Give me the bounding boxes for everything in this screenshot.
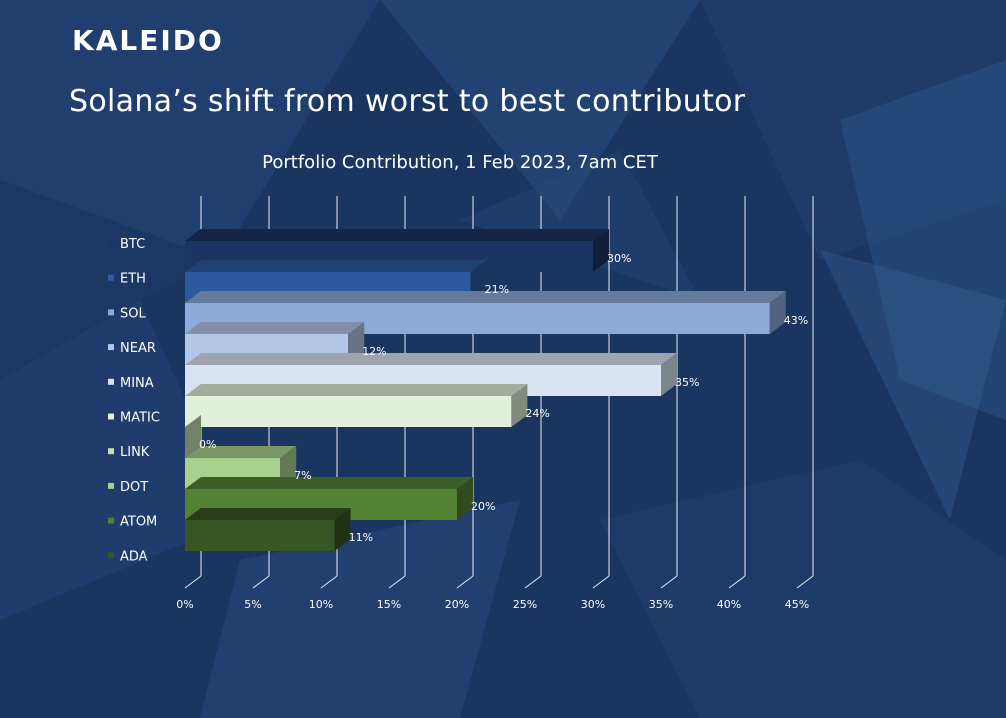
legend-label: ADA [120,549,148,564]
bar-top-face [185,477,473,489]
bar-top-face [185,291,786,303]
legend-swatch [108,274,114,281]
bar-side-face [661,353,677,396]
gridline-foot [660,575,678,589]
gridline-foot [796,575,814,589]
gridline-foot [184,575,202,589]
gridline-foot [320,575,338,589]
legend-swatch [108,517,114,524]
bar-top-face [185,229,609,241]
bar-side-face [769,291,786,334]
legend-label: DOT [120,480,148,495]
data-label: 35% [675,376,699,389]
x-tick-label: 30% [581,598,605,611]
bar-side-face [511,384,528,427]
bar-top-face [185,384,528,396]
bar-side-face [185,415,201,458]
gridline-foot [252,575,270,589]
gridline-foot [456,575,474,589]
chart-title: Portfolio Contribution, 1 Feb 2023, 7am … [262,152,658,173]
legend-label: BTC [120,237,145,252]
legend-swatch [108,448,114,455]
legend-label: MINA [120,376,154,391]
legend-swatch [108,552,114,559]
data-label: 30% [607,252,631,265]
legend-label: ETH [120,272,146,287]
legend-swatch [108,413,114,420]
gridline-foot [592,575,610,589]
x-tick-label: 20% [445,598,469,611]
legend-label: ATOM [120,515,157,530]
legend: BTC ETH SOL NEAR MINA MATIC LINK DOT ATOM ADA [108,237,160,564]
bar [185,396,512,427]
legend-label: SOL [120,306,146,321]
data-label: 0% [199,438,216,451]
legend-swatch [108,240,114,246]
bar-top-face [185,260,487,272]
bar-top-face [185,322,365,334]
x-tick-label: 5% [244,598,261,611]
data-label: 21% [485,283,509,296]
x-tick-label: 35% [649,598,673,611]
gridline-foot [388,575,406,589]
gridline-foot [728,575,746,589]
x-tick-label: 10% [309,598,333,611]
x-tick-label: 40% [717,598,741,611]
bar-side-face [457,477,473,520]
legend-swatch [108,378,114,385]
data-label: 11% [349,531,373,544]
x-tick-label: 25% [513,598,537,611]
legend-label: NEAR [120,341,156,356]
data-label: 43% [784,314,808,327]
x-tick-label: 45% [785,598,809,611]
gridline-foot [524,575,542,589]
bar-top-face [185,508,351,520]
legend-swatch [108,344,114,351]
data-label: 24% [525,407,549,420]
legend-label: MATIC [120,411,160,426]
bar-side-face [334,508,351,551]
data-label: 7% [294,469,311,482]
data-labels: 30% 21% 43% 12% 35% 24% 0% 7% 20% 11% [199,252,808,544]
brand-logo: KALEIDO [72,24,224,57]
page-title: Solana’s shift from worst to best contri… [69,84,746,119]
bars [185,229,786,551]
x-tick-label: 0% [176,598,193,611]
x-tick-label: 15% [377,598,401,611]
legend-label: LINK [120,445,150,460]
legend-swatch [108,482,114,489]
bar-top-face [185,353,677,365]
bar-top-face [185,446,297,458]
legend-swatch [108,309,114,316]
x-axis-ticks: 0% 5% 10% 15% 20% 25% 30% 35% 40% 45% [176,598,809,611]
data-label: 20% [471,500,495,513]
bar [185,520,335,551]
data-label: 12% [362,345,386,358]
bar-side-face [593,229,609,272]
